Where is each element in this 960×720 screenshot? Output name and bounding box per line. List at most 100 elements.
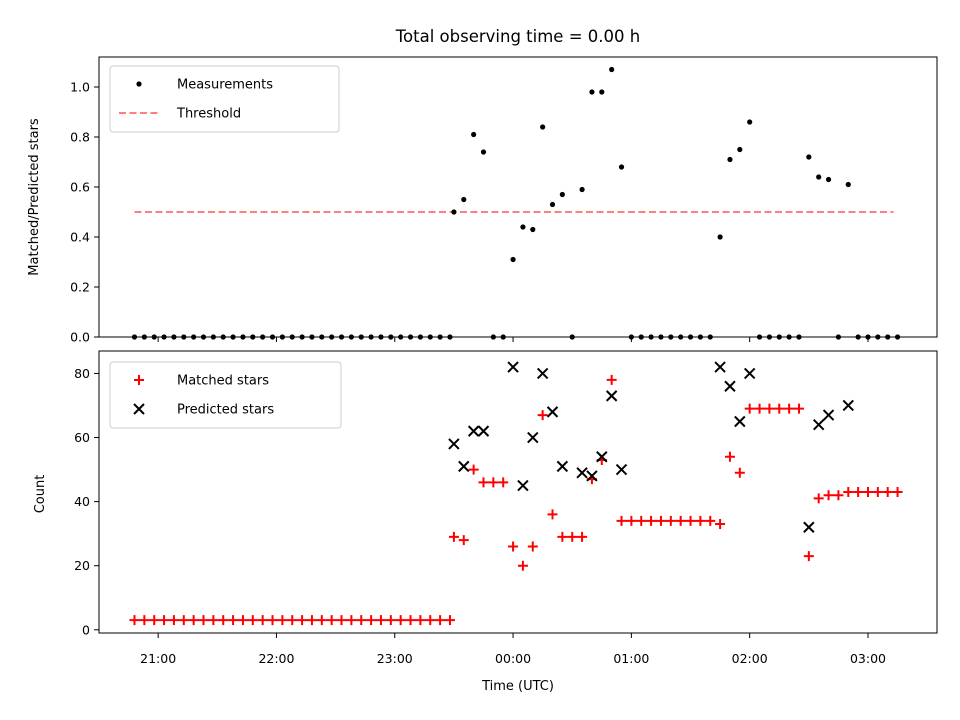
matched-star-point: [833, 490, 844, 501]
measurement-point: [549, 201, 556, 208]
matched-star-point: [547, 509, 558, 520]
matched-star-point: [823, 490, 834, 501]
bottom-x-tick-label: 22:00: [258, 651, 294, 666]
top-axis-ticks: 0.0 0.2 0.4 0.6 0.8 1.0: [70, 80, 869, 345]
matched-star-point: [685, 515, 696, 526]
measurement-point: [806, 154, 812, 160]
matched-star-point: [287, 615, 298, 626]
bottom-x-tick-label: 03:00: [850, 651, 886, 666]
top-legend: Measurements Threshold: [109, 65, 340, 133]
matched-star-point: [675, 515, 686, 526]
matched-star-point: [129, 615, 140, 626]
matched-star-point: [793, 403, 804, 414]
matched-star-point: [395, 615, 406, 626]
matched-star-point: [803, 551, 814, 562]
x-axis-label: Time (UTC): [481, 679, 554, 694]
bottom-y-tick-label: 0: [82, 622, 90, 637]
matched-star-point: [853, 487, 864, 497]
measurement-point: [618, 164, 625, 170]
matched-star-point: [715, 519, 726, 530]
matched-star-point: [695, 515, 706, 526]
measurement-point: [530, 226, 536, 233]
matched-star-point: [444, 615, 455, 626]
matched-star-point: [882, 487, 893, 497]
legend-swatch: [133, 403, 145, 415]
predicted-star-point: [714, 361, 726, 373]
matched-star-point: [316, 615, 327, 626]
matched-star-point: [843, 487, 854, 497]
matched-star-point: [557, 531, 568, 542]
top-y-tick-label: 0.8: [70, 130, 90, 145]
chart-title: Total observing time = 0.00 h: [395, 27, 640, 46]
top-y-axis-label: Matched/Predicted stars: [27, 118, 42, 276]
matched-star-point: [577, 531, 588, 542]
measurement-point: [825, 176, 832, 183]
measurement-point: [599, 89, 605, 95]
bottom-x-tick-label: 23:00: [377, 651, 413, 666]
matched-star-point: [784, 403, 795, 414]
legend-frame: [109, 65, 340, 133]
matched-star-point: [326, 615, 337, 626]
matched-star-point: [862, 487, 873, 497]
legend-entry-label: Matched stars: [177, 374, 269, 389]
matched-star-point: [616, 515, 627, 526]
measurement-point: [717, 234, 723, 240]
matched-star-point: [626, 515, 637, 526]
matched-star-point: [168, 615, 179, 626]
measurement-point: [845, 181, 851, 188]
measurement-point: [609, 66, 615, 73]
top-y-tick-label: 0.6: [70, 180, 90, 195]
predicted-star-point: [556, 460, 569, 473]
predicted-star-point: [842, 399, 854, 412]
matched-star-point: [488, 477, 499, 488]
predicted-star-point: [507, 361, 519, 373]
predicted-star-point: [596, 451, 608, 463]
matched-star-point: [139, 615, 150, 626]
matched-star-point: [724, 451, 735, 462]
matched-star-point: [415, 615, 426, 626]
predicted-star-point: [448, 438, 460, 450]
legend-entry-label: Measurements: [177, 78, 273, 93]
measurement-point: [510, 256, 516, 263]
predicted-star-point: [803, 521, 815, 533]
matched-star-point: [764, 403, 775, 414]
measurement-point: [520, 224, 526, 230]
matched-star-point: [267, 615, 278, 626]
matched-star-point: [208, 615, 219, 626]
predicted-star-point: [586, 470, 598, 482]
matched-star-point: [178, 615, 189, 626]
measurement-point: [540, 124, 546, 130]
matched-star-point: [425, 615, 436, 626]
predicted-star-point: [458, 460, 470, 473]
matched-star-point: [228, 615, 239, 626]
measurement-point: [471, 131, 477, 138]
top-y-tick-label: 1.0: [70, 80, 90, 95]
measurement-point: [737, 146, 743, 153]
matched-star-point: [478, 477, 489, 488]
predicted-star-point: [615, 463, 628, 476]
predicted-star-point: [536, 367, 549, 380]
predicted-star-point: [743, 367, 756, 380]
matched-star-point: [517, 560, 528, 571]
predicted-star-point: [605, 390, 618, 402]
bottom-x-tick-label: 02:00: [732, 651, 768, 666]
bottom-y-tick-label: 60: [74, 430, 90, 445]
measurement-point: [727, 156, 733, 163]
measurement-point: [589, 89, 595, 95]
matched-star-point: [247, 615, 258, 626]
matched-star-point: [149, 615, 160, 626]
bottom-axis-ticks: 0 20 40 60 80 21:00 22:00 23:00 00:00 01:00 02:00 0…: [74, 366, 886, 666]
matched-star-point: [468, 464, 479, 475]
predicted-star-point: [517, 479, 529, 492]
bottom-x-tick-label: 21:00: [140, 651, 176, 666]
matched-star-point: [366, 615, 377, 626]
matched-star-point: [405, 615, 416, 626]
matched-star-point: [448, 531, 459, 542]
matched-star-point: [159, 615, 170, 626]
predicted-star-point: [822, 409, 835, 421]
measurement-point: [451, 209, 457, 215]
matched-star-point: [188, 615, 199, 626]
top-y-tick-label: 0.0: [70, 330, 90, 345]
predicted-star-point: [477, 425, 490, 437]
